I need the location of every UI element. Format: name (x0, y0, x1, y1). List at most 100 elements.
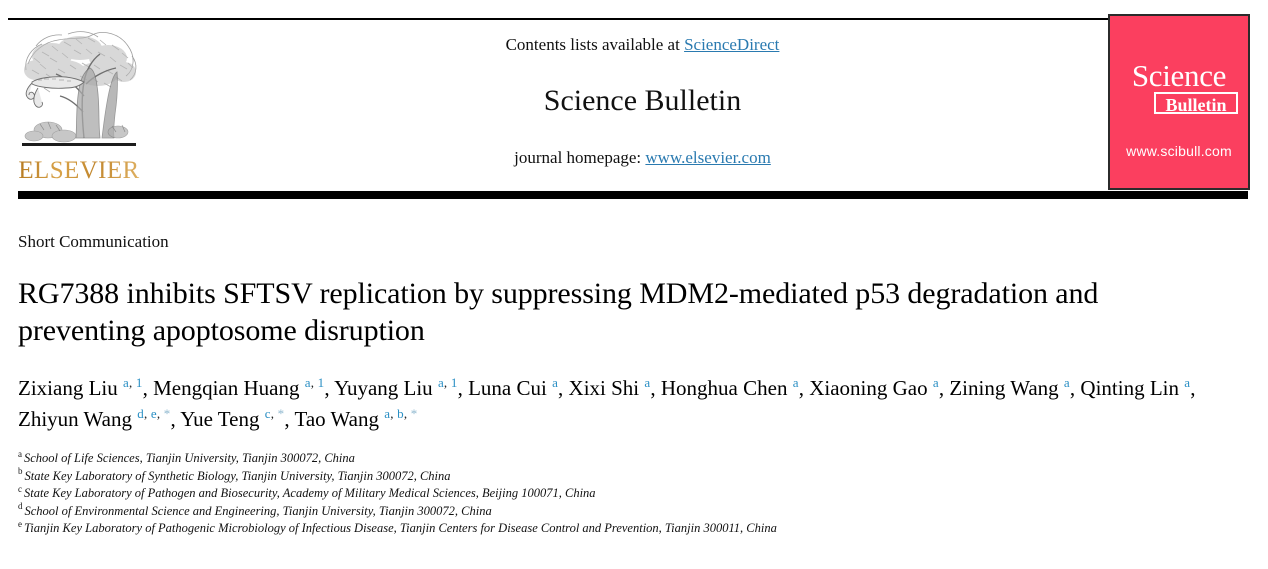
article-title: RG7388 inhibits SFTSV replication by sup… (18, 277, 1099, 347)
author-affiliation-marks[interactable]: a, 1 (438, 375, 458, 390)
journal-homepage-link[interactable]: www.elsevier.com (645, 148, 771, 167)
affiliation-item-mark: c (18, 483, 22, 494)
corresponding-author-mark[interactable]: * (410, 406, 418, 421)
author-entry[interactable]: Zining Wang a, (949, 376, 1080, 400)
author-affiliation-marks[interactable]: a (552, 375, 558, 390)
article-type-label: Short Communication (18, 232, 169, 251)
author-affiliation-marks[interactable]: a (933, 375, 939, 390)
journal-masthead: ELSEVIER Contents lists available at Sci… (0, 0, 1268, 203)
affiliation-item-text: Tianjin Key Laboratory of Pathogenic Mic… (24, 521, 777, 535)
mark-separator: , (443, 375, 451, 390)
affiliation-item-text: School of Environmental Science and Engi… (24, 503, 492, 518)
author-affiliation-marks[interactable]: a (644, 375, 650, 390)
author-affiliation-marks[interactable]: a (1064, 375, 1070, 390)
author-entry[interactable]: Honghua Chen a, (661, 376, 809, 400)
author-affiliation-marks[interactable]: c, * (265, 406, 285, 421)
elsevier-tree-icon (18, 26, 140, 158)
journal-center-block: Contents lists available at ScienceDirec… (330, 26, 955, 169)
affiliation-mark[interactable]: b (397, 406, 404, 421)
elsevier-wordmark: ELSEVIER (18, 157, 140, 184)
article-head: Short Communication RG7388 inhibits SFTS… (18, 203, 1250, 538)
sciencedirect-link[interactable]: ScienceDirect (684, 35, 780, 54)
author-affiliation-marks[interactable]: a, 1 (123, 375, 143, 390)
affiliation-item: b State Key Laboratory of Synthetic Biolo… (18, 467, 1250, 486)
author-name: Zixiang Liu (18, 376, 123, 400)
author-separator: , (457, 376, 469, 400)
affiliation-item-text: State Key Laboratory of Synthetic Biolog… (24, 468, 451, 483)
author-name: Yue Teng (180, 407, 265, 431)
elsevier-logo[interactable]: ELSEVIER (18, 26, 140, 186)
masthead-top-rule (8, 18, 1248, 20)
author-name: Luna Cui (468, 376, 553, 400)
affiliation-mark[interactable]: a (932, 375, 939, 390)
author-separator: , (1069, 376, 1081, 400)
affiliation-mark[interactable]: 1 (450, 375, 458, 390)
affiliation-mark[interactable]: a (437, 375, 444, 390)
affiliation-mark[interactable]: d (137, 406, 144, 421)
author-affiliation-marks[interactable]: a, 1 (305, 375, 325, 390)
author-entry[interactable]: Mengqian Huang a, 1, (153, 376, 334, 400)
author-name: Qinting Lin (1080, 376, 1185, 400)
journal-homepage-prefix: journal homepage: (514, 148, 646, 167)
author-separator: , (1190, 376, 1196, 400)
affiliation-mark[interactable]: e (150, 406, 157, 421)
affiliation-mark[interactable]: c (264, 406, 271, 421)
author-list: Zixiang Liu a, 1, Mengqian Huang a, 1, Y… (18, 373, 1198, 435)
author-entry[interactable]: Zixiang Liu a, 1, (18, 376, 153, 400)
affiliation-mark[interactable]: 1 (135, 375, 143, 390)
affiliation-item-mark: e (18, 518, 22, 529)
author-separator: , (142, 376, 154, 400)
affiliation-mark[interactable]: a (792, 375, 799, 390)
affiliation-mark[interactable]: a (384, 406, 391, 421)
affiliation-mark[interactable]: 1 (317, 375, 325, 390)
author-name: Zining Wang (949, 376, 1064, 400)
mark-separator: , (156, 406, 164, 421)
contents-lists-line: Contents lists available at ScienceDirec… (330, 34, 955, 56)
author-affiliation-marks[interactable]: d, e, * (137, 406, 170, 421)
affiliation-item-mark: d (18, 501, 23, 512)
affiliation-mark[interactable]: a (552, 375, 559, 390)
author-entry[interactable]: Xiaoning Gao a, (809, 376, 949, 400)
mark-separator: , (310, 375, 318, 390)
author-affiliation-marks[interactable]: a, b, * (384, 406, 417, 421)
author-name: Xixi Shi (568, 376, 645, 400)
affiliation-item-mark: a (18, 448, 22, 459)
author-affiliation-marks[interactable]: a (1184, 375, 1190, 390)
affiliation-item-text: State Key Laboratory of Pathogen and Bio… (24, 486, 596, 500)
corresponding-author-mark[interactable]: * (277, 406, 285, 421)
affiliation-mark[interactable]: a (1063, 375, 1070, 390)
cover-title-bulletin: Bulletin (1154, 92, 1238, 115)
corresponding-author-mark[interactable]: * (163, 406, 171, 421)
author-entry[interactable]: Yuyang Liu a, 1, (334, 376, 468, 400)
author-separator: , (324, 376, 335, 400)
affiliation-item: a School of Life Sciences, Tianjin Univer… (18, 448, 1250, 468)
author-separator: , (938, 376, 950, 400)
cover-title-science: Science (1131, 58, 1227, 93)
cover-website-url: www.scibull.com (1126, 143, 1232, 159)
mark-separator: , (270, 406, 278, 421)
author-name: Yuyang Liu (334, 376, 438, 400)
affiliation-mark[interactable]: a (304, 375, 311, 390)
journal-cover-thumbnail[interactable]: Science Bulletin www.scibull.com (1108, 14, 1250, 190)
author-entry[interactable]: Tao Wang a, b, * (294, 407, 417, 431)
author-entry[interactable]: Luna Cui a, (468, 376, 568, 400)
author-entry[interactable]: Qinting Lin a, (1080, 376, 1195, 400)
author-name: Honghua Chen (660, 376, 793, 400)
affiliation-item: d School of Environmental Science and Eng… (18, 501, 1250, 521)
author-name: Xiaoning Gao (809, 376, 933, 400)
affiliation-list: a School of Life Sciences, Tianjin Univer… (18, 448, 1250, 538)
affiliation-item-text: School of Life Sciences, Tianjin Univers… (24, 451, 355, 465)
journal-title: Science Bulletin (543, 84, 742, 117)
author-separator: , (798, 376, 810, 400)
journal-cover-art: Science Bulletin www.scibull.com (1110, 16, 1248, 188)
author-entry[interactable]: Yue Teng c, *, (180, 407, 294, 431)
author-separator: , (170, 407, 181, 431)
author-entry[interactable]: Zhiyun Wang d, e, *, (18, 407, 180, 431)
author-entry[interactable]: Xixi Shi a, (569, 376, 661, 400)
mark-separator: , (128, 375, 136, 390)
affiliation-mark[interactable]: a (122, 375, 129, 390)
author-affiliation-marks[interactable]: a (793, 375, 799, 390)
affiliation-mark[interactable]: a (644, 375, 651, 390)
journal-homepage-line: journal homepage: www.elsevier.com (330, 147, 955, 169)
affiliation-mark[interactable]: a (1184, 375, 1191, 390)
